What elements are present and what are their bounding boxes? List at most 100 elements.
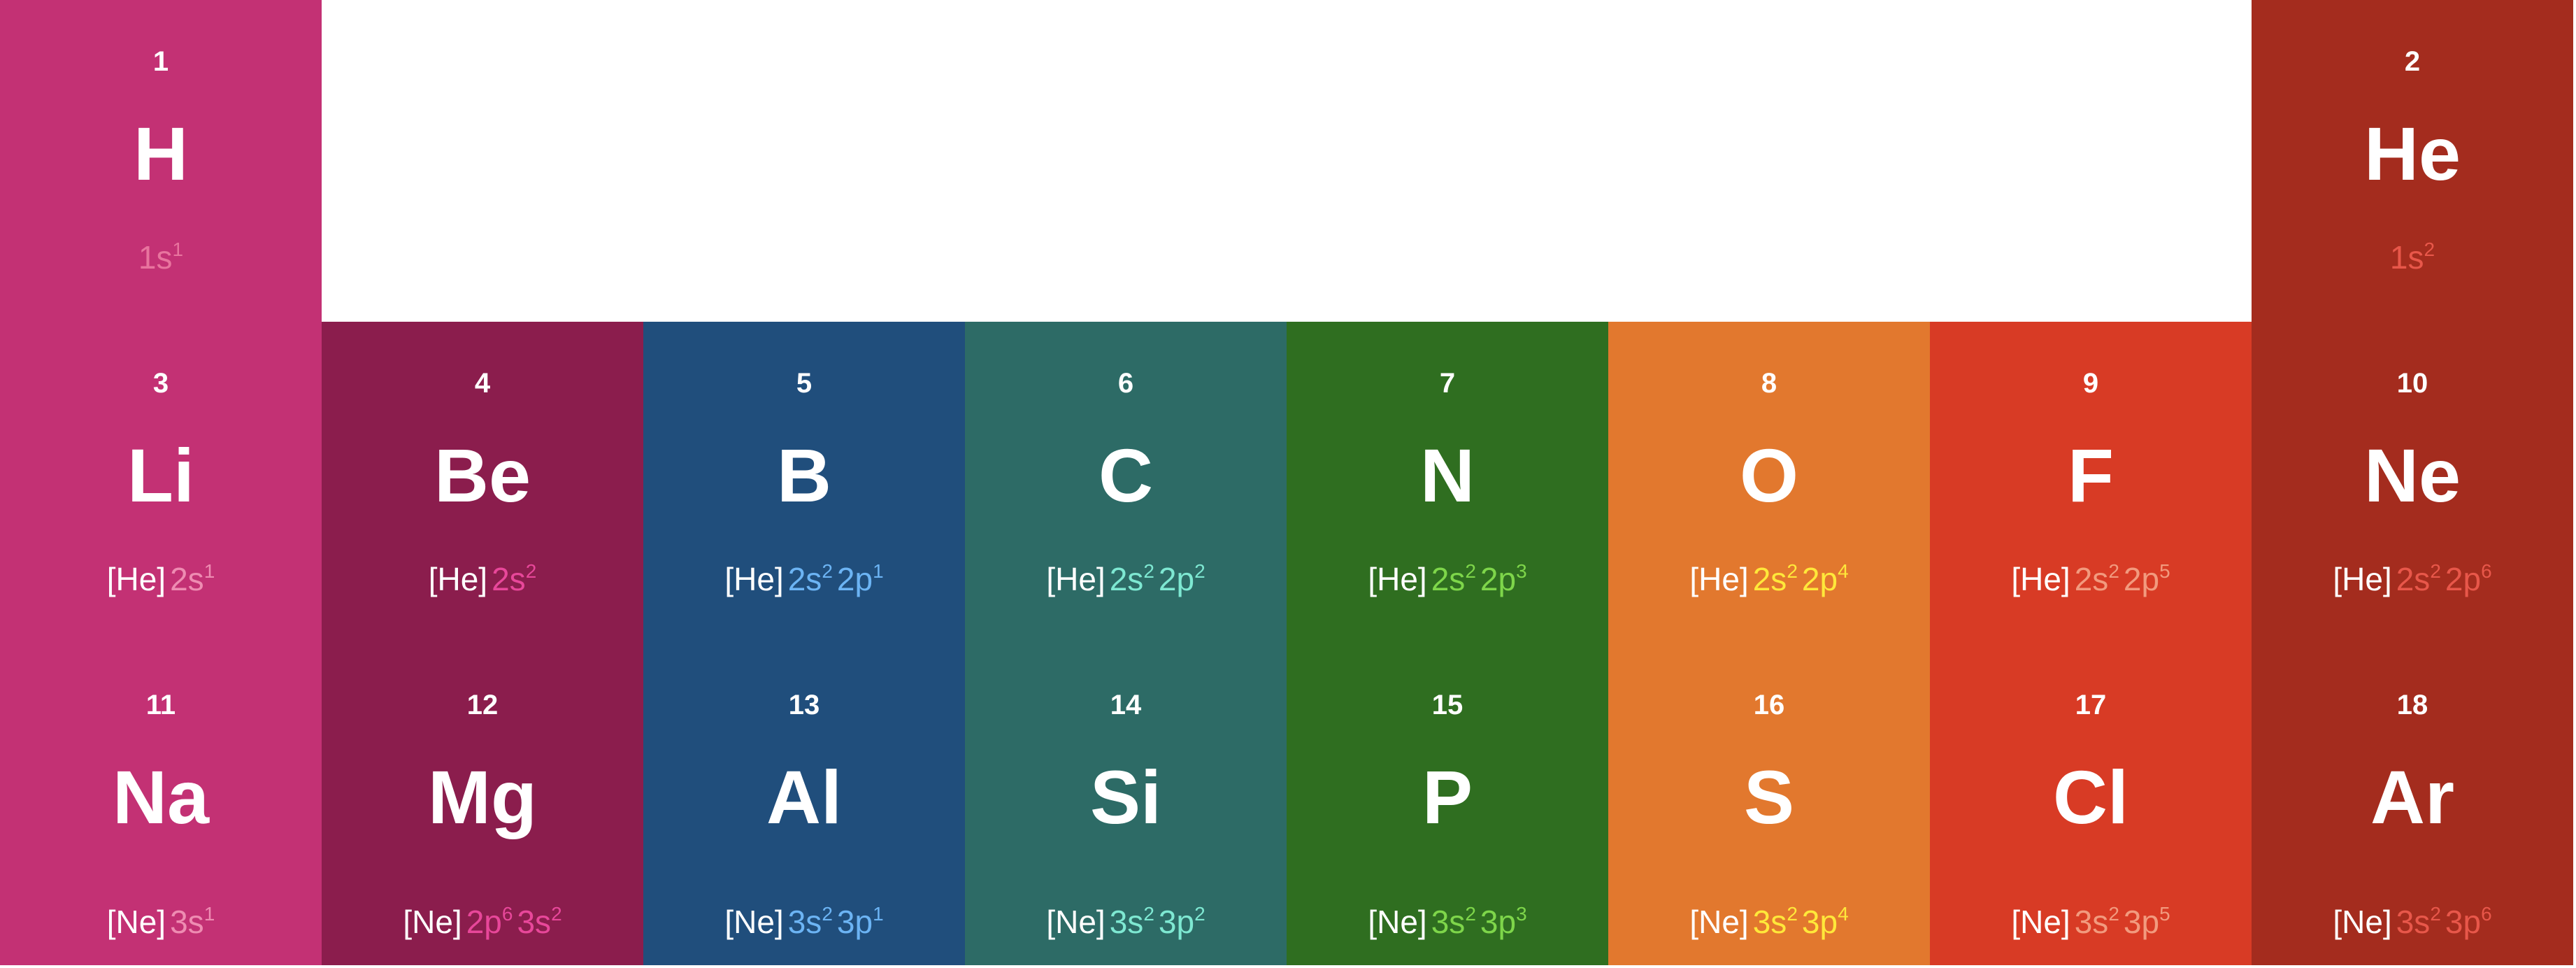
orbital-electron-count: 4: [1838, 560, 1849, 582]
element-cell-al[interactable]: 13 Al [Ne] 3s2 3p1: [643, 643, 965, 965]
electron-configuration: [He] 2s2 2p2: [965, 560, 1287, 599]
atomic-number: 16: [1753, 690, 1785, 720]
element-cell-s[interactable]: 16 S [Ne] 3s2 3p4: [1608, 643, 1930, 965]
element-cell-f[interactable]: 9 F [He] 2s2 2p5: [1930, 322, 2252, 643]
element-cell-cl[interactable]: 17 Cl [Ne] 3s2 3p5: [1930, 643, 2252, 965]
noble-gas-core: [He]: [1368, 561, 1427, 597]
orbital-shell: 2s: [2074, 561, 2109, 597]
element-cell-na[interactable]: 11 Na [Ne] 3s1: [0, 643, 322, 965]
atomic-number: 7: [1439, 368, 1456, 399]
element-cell-c[interactable]: 6 C [He] 2s2 2p2: [965, 322, 1287, 643]
orbital-electron-count: 6: [501, 903, 513, 925]
orbital-electron-count: 2: [822, 903, 833, 925]
orbital: 3p4: [1802, 904, 1849, 940]
noble-gas-core: [He]: [2333, 561, 2392, 597]
element-cell-li[interactable]: 3 Li [He] 2s1: [0, 322, 322, 643]
element-cell-p[interactable]: 15 P [Ne] 3s2 3p3: [1287, 643, 1608, 965]
orbital-electron-count: 2: [1465, 903, 1476, 925]
orbital: 3s2: [1431, 904, 1476, 940]
noble-gas-core: [Ne]: [2333, 904, 2392, 940]
noble-gas-core: [Ne]: [724, 904, 784, 940]
electron-configuration: 1s1: [0, 238, 322, 277]
element-cell-h[interactable]: 1 H 1s1: [0, 0, 322, 322]
orbital-electron-count: 6: [2481, 560, 2492, 582]
orbital: 2p2: [1159, 561, 1205, 597]
atomic-number: 10: [2396, 368, 2428, 399]
element-symbol: Si: [1089, 755, 1162, 839]
noble-gas-core: [He]: [724, 561, 784, 597]
orbital-shell: 2p: [1480, 561, 1517, 597]
orbital-electron-count: 2: [1194, 903, 1205, 925]
orbital-shell: 2s: [787, 561, 822, 597]
element-symbol: Mg: [428, 755, 537, 839]
element-symbol: Ne: [2363, 433, 2461, 518]
electron-configuration: [Ne] 3s2 3p2: [965, 902, 1287, 941]
electron-configuration: [He] 2s1: [0, 560, 322, 599]
orbital-shell: 3s: [1752, 904, 1787, 940]
element-cell-ne[interactable]: 10 Ne [He] 2s2 2p6: [2252, 322, 2573, 643]
atomic-number: 2: [2404, 46, 2421, 77]
element-symbol: Li: [127, 433, 194, 518]
noble-gas-core: [Ne]: [1689, 904, 1749, 940]
orbital: 2s1: [170, 561, 215, 597]
orbital-electron-count: 1: [873, 903, 884, 925]
orbital-shell: 3p: [1480, 904, 1517, 940]
electron-configuration: [Ne] 3s2 3p4: [1608, 902, 1930, 941]
element-cell-si[interactable]: 14 Si [Ne] 3s2 3p2: [965, 643, 1287, 965]
electron-configuration: [Ne] 3s2 3p1: [643, 902, 965, 941]
orbital-shell: 2p: [1158, 561, 1195, 597]
element-cell-he[interactable]: 2 He 1s2: [2252, 0, 2573, 322]
atomic-number: 14: [1110, 690, 1142, 720]
element-cell-b[interactable]: 5 B [He] 2s2 2p1: [643, 322, 965, 643]
noble-gas-core: [He]: [1046, 561, 1105, 597]
orbital: 2s2: [2075, 561, 2119, 597]
electron-configuration: 1s2: [2252, 238, 2573, 277]
orbital: 2s2: [1753, 561, 1798, 597]
noble-gas-core: [Ne]: [1046, 904, 1105, 940]
orbital-shell: 3p: [2123, 904, 2160, 940]
element-cell-o[interactable]: 8 O [He] 2s2 2p4: [1608, 322, 1930, 643]
noble-gas-core: [He]: [2011, 561, 2070, 597]
electron-configuration: [He] 2s2 2p4: [1608, 560, 1930, 599]
orbital: 3s2: [2396, 904, 2441, 940]
orbital-shell: 3s: [170, 904, 204, 940]
noble-gas-core: [Ne]: [403, 904, 462, 940]
electron-configuration: [He] 2s2 2p6: [2252, 560, 2573, 599]
electron-configuration: [Ne] 3s1: [0, 902, 322, 941]
orbital: 3s2: [2075, 904, 2119, 940]
atomic-number: 5: [796, 368, 813, 399]
electron-configuration: [Ne] 3s2 3p6: [2252, 902, 2573, 941]
atomic-number: 3: [152, 368, 169, 399]
orbital-shell: 3s: [517, 904, 552, 940]
orbital-electron-count: 2: [1787, 560, 1798, 582]
orbital: 3p5: [2124, 904, 2170, 940]
orbital: 3p2: [1159, 904, 1205, 940]
element-symbol: O: [1739, 433, 1798, 518]
electron-configuration: [He] 2s2 2p3: [1287, 560, 1608, 599]
orbital: 2p3: [1480, 561, 1527, 597]
orbital-electron-count: 2: [2430, 560, 2441, 582]
orbital-electron-count: 1: [873, 560, 884, 582]
orbital-shell: 2s: [1431, 561, 1466, 597]
orbital: 2p5: [2124, 561, 2170, 597]
orbital-electron-count: 2: [1143, 903, 1154, 925]
element-cell-ar[interactable]: 18 Ar [Ne] 3s2 3p6: [2252, 643, 2573, 965]
orbital: 3s2: [1753, 904, 1798, 940]
atomic-number: 4: [474, 368, 491, 399]
element-cell-mg[interactable]: 12 Mg [Ne] 2p6 3s2: [322, 643, 643, 965]
noble-gas-core: [Ne]: [2011, 904, 2070, 940]
orbital-electron-count: 2: [2424, 239, 2435, 260]
electron-configuration: [Ne] 3s2 3p3: [1287, 902, 1608, 941]
element-cell-n[interactable]: 7 N [He] 2s2 2p3: [1287, 322, 1608, 643]
orbital-electron-count: 1: [203, 903, 215, 925]
orbital-electron-count: 2: [1143, 560, 1154, 582]
electron-configuration: [Ne] 2p6 3s2: [322, 902, 643, 941]
electron-configuration: [He] 2s2 2p1: [643, 560, 965, 599]
element-cell-be[interactable]: 4 Be [He] 2s2: [322, 322, 643, 643]
noble-gas-core: [Ne]: [1368, 904, 1427, 940]
orbital-electron-count: 2: [551, 903, 562, 925]
orbital-shell: 2p: [836, 561, 873, 597]
orbital: 2s2: [2396, 561, 2441, 597]
orbital: 2p4: [1802, 561, 1849, 597]
orbital: 3s2: [517, 904, 561, 940]
